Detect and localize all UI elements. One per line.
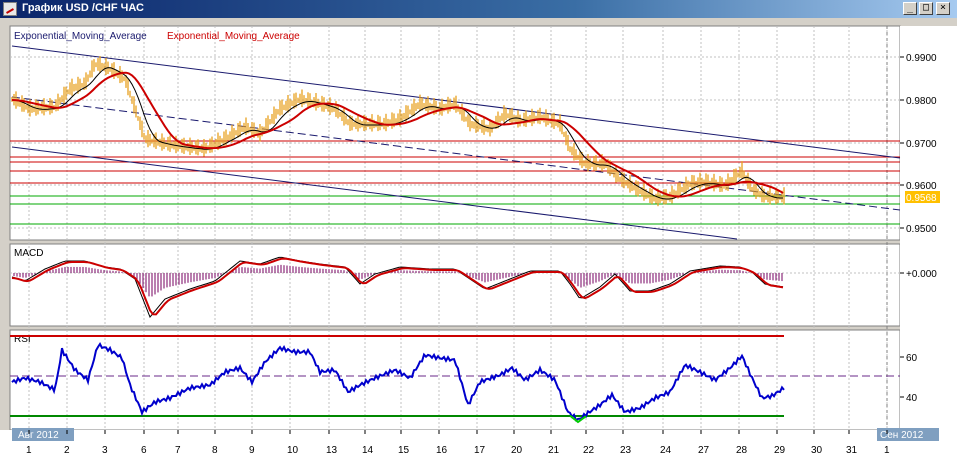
time-tick: 13: [326, 445, 338, 456]
time-tick: 1: [26, 445, 32, 456]
time-tick: 20: [511, 445, 523, 456]
macd-label: MACD: [14, 248, 43, 259]
time-end-badge: [877, 428, 939, 441]
time-tick: 8: [212, 445, 218, 456]
time-tick: 27: [698, 445, 710, 456]
window-frame: [0, 18, 10, 463]
time-end-label: Сен 2012: [880, 430, 924, 441]
current-price-marker: [905, 191, 940, 203]
price-tick: 0.9700: [906, 139, 937, 150]
price-axis-panel: [900, 26, 957, 430]
time-tick: 23: [620, 445, 632, 456]
time-tick: 2: [64, 445, 70, 456]
time-tick: 15: [398, 445, 410, 456]
rsi-axis-tick: 40: [906, 393, 918, 404]
price-tick: 0.9800: [906, 96, 937, 107]
price-axis: 0.9900 0.9800 0.9700 0.9600 0.9500: [900, 53, 937, 235]
price-tick: 0.9500: [906, 224, 937, 235]
time-tick: 24: [660, 445, 672, 456]
time-tick: 6: [141, 445, 147, 456]
macd-signal-line: [11, 256, 784, 318]
rsi-label: RSI: [14, 334, 31, 345]
legend-ema-fast: Exponential_Moving_Average: [14, 31, 147, 42]
time-start-label: Авг 2012: [18, 430, 59, 441]
window-titlebar: График USD /CHF ЧАС _ □ ×: [0, 0, 957, 18]
chart-window-icon: [3, 2, 17, 16]
time-tick: 21: [548, 445, 560, 456]
time-axis: 1 2 3 6 7 8 9 10 13 14 15 16 17 20 21 22 23 24 27 28 29 30 31 1: [26, 430, 890, 456]
ema-slow-line: [11, 71, 784, 198]
time-tick: 30: [811, 445, 823, 456]
macd-main-line: [11, 257, 784, 316]
time-start-badge: [12, 428, 74, 441]
rsi-axis-tick: 60: [906, 353, 918, 364]
time-tick: 17: [474, 445, 486, 456]
price-tick: 0.9600: [906, 181, 937, 192]
macd-axis-tick: +0.000: [906, 269, 937, 280]
time-tick: 10: [287, 445, 299, 456]
legend-ema-slow: Exponential_Moving_Average: [167, 31, 300, 42]
current-price-label: 0.9568: [906, 193, 937, 204]
time-tick: 22: [583, 445, 595, 456]
close-button[interactable]: ×: [936, 2, 950, 15]
time-axis-panel: [0, 430, 957, 463]
time-tick: 7: [175, 445, 181, 456]
maximize-button[interactable]: □: [919, 2, 933, 15]
time-tick: 16: [436, 445, 448, 456]
time-tick: 3: [102, 445, 108, 456]
support-levels[interactable]: [10, 195, 900, 225]
time-tick: 29: [774, 445, 786, 456]
time-tick: 14: [362, 445, 374, 456]
rsi-oversold-segment: [569, 414, 587, 424]
time-tick: 1: [884, 445, 890, 456]
time-tick: 9: [249, 445, 255, 456]
rsi-line: [11, 342, 785, 422]
minimize-button[interactable]: _: [903, 2, 917, 15]
time-tick: 31: [846, 445, 858, 456]
time-tick: 28: [736, 445, 748, 456]
window-title: График USD /CHF ЧАС: [22, 2, 144, 14]
price-tick: 0.9900: [906, 53, 937, 64]
